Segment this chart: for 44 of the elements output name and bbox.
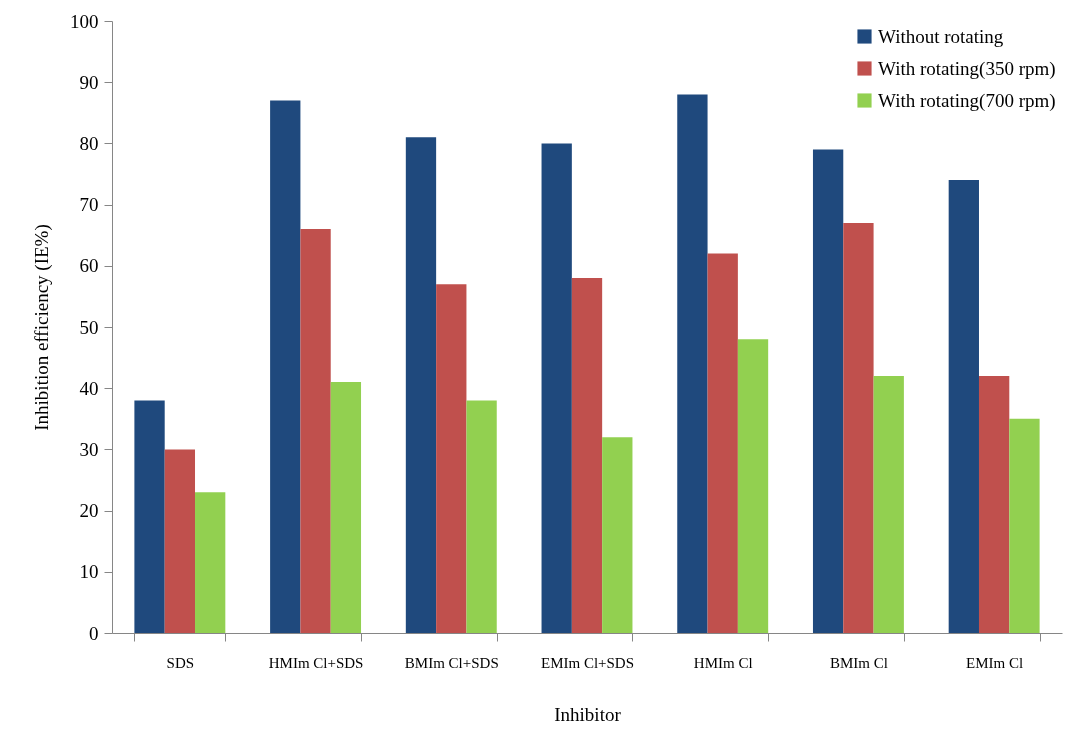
bar xyxy=(134,400,165,633)
bar xyxy=(270,100,301,633)
y-tick-label: 100 xyxy=(70,10,99,32)
y-tick-label: 40 xyxy=(79,377,99,399)
bar xyxy=(164,449,196,633)
y-axis-title: Inhibition efficiency (IE%) xyxy=(31,224,53,431)
y-tick-label: 0 xyxy=(89,622,99,644)
bar xyxy=(436,284,467,633)
bar xyxy=(195,492,226,633)
y-tick-label: 10 xyxy=(79,561,99,583)
x-tick-label: SDS xyxy=(166,654,195,671)
bar xyxy=(873,375,904,633)
y-tick-label: 20 xyxy=(79,500,99,522)
y-tick-label: 70 xyxy=(79,194,99,216)
y-tick-label: 60 xyxy=(79,255,99,277)
bar xyxy=(541,143,572,633)
x-tick-label: BMIm Cl xyxy=(829,654,888,671)
bar xyxy=(812,149,844,633)
x-tick-label: EMIm Cl xyxy=(966,654,1024,671)
legend-label: With rotating(700 rpm) xyxy=(878,89,1056,112)
x-tick-label: BMIm Cl+SDS xyxy=(404,654,499,671)
bar xyxy=(707,253,738,633)
x-tick-label: HMIm Cl+SDS xyxy=(268,654,364,671)
bar xyxy=(405,137,437,633)
y-tick-label: 80 xyxy=(79,132,99,154)
x-axis-title: Inhibitor xyxy=(554,703,622,725)
bar xyxy=(677,94,708,633)
bar xyxy=(571,278,603,633)
y-tick-label: 90 xyxy=(79,71,99,93)
bar xyxy=(1009,418,1040,633)
bar xyxy=(300,229,331,633)
x-tick-label: EMIm Cl+SDS xyxy=(540,654,635,671)
legend-label: With rotating(350 rpm) xyxy=(878,57,1056,80)
legend-label: Without rotating xyxy=(878,25,1004,47)
bar xyxy=(466,400,497,633)
y-tick-label: 30 xyxy=(79,438,99,460)
bar xyxy=(737,339,769,633)
x-tick-label: HMIm Cl xyxy=(693,654,753,671)
bar xyxy=(330,382,362,633)
y-tick-label: 50 xyxy=(79,316,99,338)
bar xyxy=(843,222,874,633)
bar xyxy=(602,437,633,633)
bar xyxy=(948,180,979,633)
bar xyxy=(978,375,1010,633)
